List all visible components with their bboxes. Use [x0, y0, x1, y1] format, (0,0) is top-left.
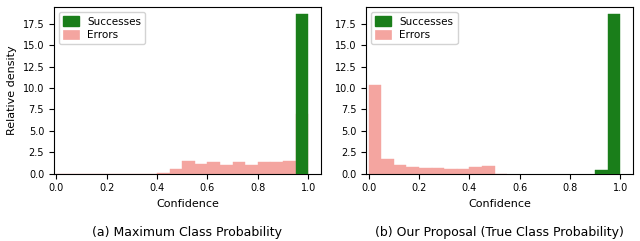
Bar — [271, 162, 283, 174]
Bar — [245, 165, 258, 174]
Y-axis label: Relative density: Relative density — [7, 45, 17, 135]
Bar — [608, 14, 620, 174]
Bar — [296, 114, 308, 174]
Bar — [394, 165, 406, 174]
Bar — [457, 169, 469, 174]
Text: (b) Our Proposal (True Class Probability): (b) Our Proposal (True Class Probability… — [375, 226, 624, 239]
Bar — [296, 14, 308, 174]
Bar — [195, 164, 207, 174]
Bar — [283, 161, 296, 174]
Bar — [469, 167, 482, 174]
Bar — [207, 162, 220, 174]
X-axis label: Confidence: Confidence — [468, 199, 531, 209]
Bar — [595, 170, 608, 174]
Bar — [419, 167, 431, 174]
Legend: Successes, Errors: Successes, Errors — [59, 12, 145, 44]
X-axis label: Confidence: Confidence — [156, 199, 219, 209]
Bar — [482, 166, 495, 174]
Bar — [170, 169, 182, 174]
Bar — [220, 165, 233, 174]
Bar — [157, 173, 170, 174]
Bar — [369, 85, 381, 174]
Bar — [233, 162, 245, 174]
Legend: Successes, Errors: Successes, Errors — [371, 12, 458, 44]
Bar — [182, 161, 195, 174]
Bar — [431, 168, 444, 174]
Bar — [444, 169, 457, 174]
Text: (a) Maximum Class Probability: (a) Maximum Class Probability — [92, 226, 282, 239]
Bar — [381, 159, 394, 174]
Bar — [258, 162, 271, 174]
Bar — [406, 167, 419, 174]
